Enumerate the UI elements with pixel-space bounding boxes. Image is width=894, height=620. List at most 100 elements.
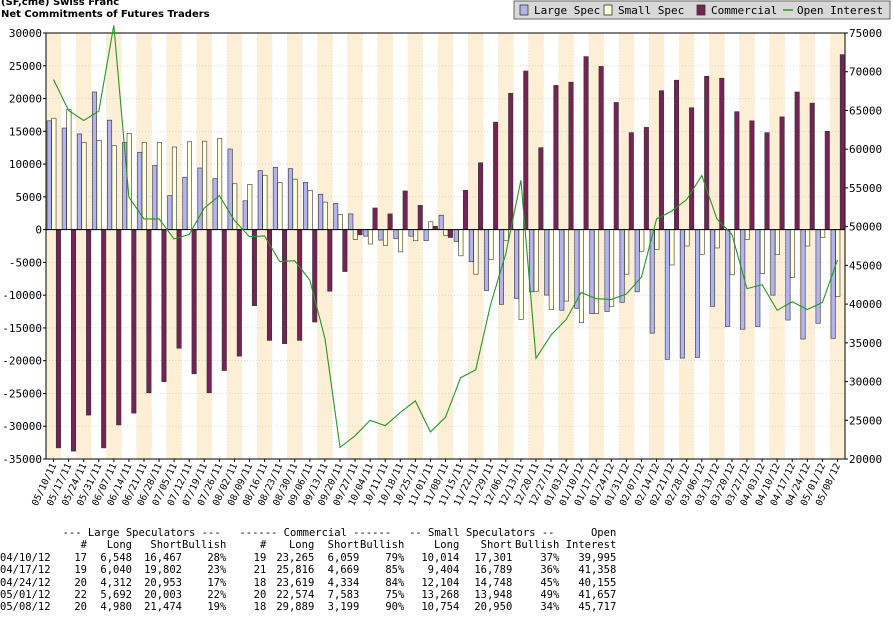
small-spec-bar (624, 229, 630, 275)
large-spec-bar (453, 229, 459, 242)
large-spec-bar (287, 168, 293, 230)
column-header: Bullish (360, 539, 405, 552)
right-tick-label: 75000 (849, 27, 882, 40)
small-spec-bar (639, 229, 645, 252)
small-spec-legend-label: Small Spec (618, 4, 684, 17)
small-spec-bar (413, 229, 419, 242)
table-cell: 3,199 (327, 601, 360, 614)
table-row: 04/24/12 20 4,312 20,953 17% 18 23,619 4,334 84%… (0, 577, 616, 589)
table-cell: 19 (253, 551, 267, 564)
table-cell: 45,717 (578, 601, 617, 614)
table-cell: 23% (207, 564, 227, 577)
table-cell: 20,950 (474, 601, 513, 614)
open-interest-line (53, 25, 839, 449)
group-open: Open (590, 527, 617, 539)
table-cell: 6,548 (100, 551, 132, 564)
right-tick-label: 60000 (849, 143, 882, 156)
commercial-bar (719, 77, 725, 230)
small-spec-bar (262, 174, 268, 230)
table-cell: 13,268 (421, 589, 460, 602)
commercial-bar (538, 147, 544, 230)
left-tick-label: -20000 (2, 355, 42, 368)
table-cell: 34% (540, 601, 560, 614)
column-band (422, 33, 438, 459)
column-band (347, 33, 363, 459)
small-spec-bar (51, 117, 57, 230)
commercial-bar (327, 229, 333, 292)
right-tick-label: 25000 (849, 414, 882, 427)
open-interest-line-path (53, 25, 839, 449)
commercial-bar (146, 229, 152, 394)
column-band (257, 33, 273, 459)
row-date: 05/01/12 (0, 589, 51, 602)
large-spec-bar (61, 127, 67, 230)
column-header: # (259, 539, 267, 552)
commercial-bar (342, 229, 348, 272)
column-header: Long (433, 539, 460, 552)
large-spec-bar (333, 203, 339, 230)
large-spec-bar (514, 229, 520, 299)
large-spec-bar (679, 229, 685, 359)
column-header: Bullish (182, 539, 227, 552)
large-spec-bar (272, 167, 278, 230)
table-row: 04/10/12 17 6,548 16,467 28% 19 23,265 6,059 79%… (0, 552, 616, 564)
large-spec-bar (363, 229, 369, 237)
right-tick-label: 55000 (849, 182, 882, 195)
table-cell: 39,995 (578, 551, 617, 564)
legend[interactable]: Large Spec Small Spec Commercial Open Inter… (513, 0, 891, 20)
commercial-bar (568, 81, 574, 230)
large-spec-bar (619, 229, 625, 303)
right-tick-label: 50000 (849, 221, 882, 234)
column-band (407, 33, 423, 459)
table-cell: 20 (74, 601, 87, 614)
commercial-bar (417, 205, 423, 230)
small-spec-bar (156, 142, 162, 230)
large-spec-legend-label: Large Spec (534, 4, 600, 17)
group-small-spec: -- Small Speculators -- (409, 527, 555, 539)
table-cell: 28% (207, 551, 227, 564)
large-spec-bar (227, 148, 233, 230)
commercial-legend-swatch (696, 4, 706, 16)
small-spec-bar (759, 229, 765, 274)
large-spec-bar (197, 167, 203, 230)
table-cell: 25,816 (276, 564, 315, 577)
commercial-bar (236, 229, 242, 357)
small-spec-bar (81, 142, 87, 230)
table-cell: 20,003 (144, 589, 182, 602)
column-header: Short (480, 539, 513, 552)
large-spec-bar (167, 195, 173, 230)
table-group-header: --- Large Speculators --- ------ Commerc… (0, 527, 617, 539)
large-spec-bar (107, 119, 113, 230)
left-tick-label: -5000 (9, 256, 42, 269)
left-tick-label: -25000 (2, 387, 42, 400)
right-tick-label: 65000 (849, 104, 882, 117)
small-spec-bar (398, 229, 404, 253)
table-cell: 20 (253, 589, 267, 602)
small-spec-bar (805, 229, 811, 247)
small-spec-bar (548, 229, 554, 310)
table-cell: 4,312 (100, 576, 132, 589)
small-spec-bar (820, 229, 826, 238)
chart-title: (SF,cme) Swiss Franc (1, 0, 120, 8)
right-axis-ticks: 75000 70000 65000 60000 55000 50000 45000 40000… (845, 27, 882, 466)
table-cell: 6,059 (327, 551, 360, 564)
large-spec-bar (755, 229, 761, 327)
x-axis-labels: 05/10/1105/17/1105/24/1105/31/1106/07/11… (30, 459, 843, 508)
large-spec-bar (468, 229, 474, 263)
left-tick-label: 10000 (9, 158, 42, 171)
small-spec-bar (187, 141, 193, 230)
large-spec-bar (242, 200, 248, 230)
commercial-bar (176, 229, 182, 349)
left-tick-label: 20000 (9, 93, 42, 106)
column-band (377, 33, 393, 459)
column-band (287, 33, 303, 459)
table-cell: 79% (385, 551, 405, 564)
group-commercial: ------ Commercial ------ (239, 527, 392, 539)
commercial-bar (658, 90, 664, 230)
small-spec-bar (503, 229, 509, 242)
table-cell: 23,265 (276, 551, 315, 564)
table-cell: 22% (207, 589, 227, 602)
commercial-bar (824, 131, 830, 230)
small-spec-bar (699, 229, 705, 255)
large-spec-bar (318, 193, 324, 230)
